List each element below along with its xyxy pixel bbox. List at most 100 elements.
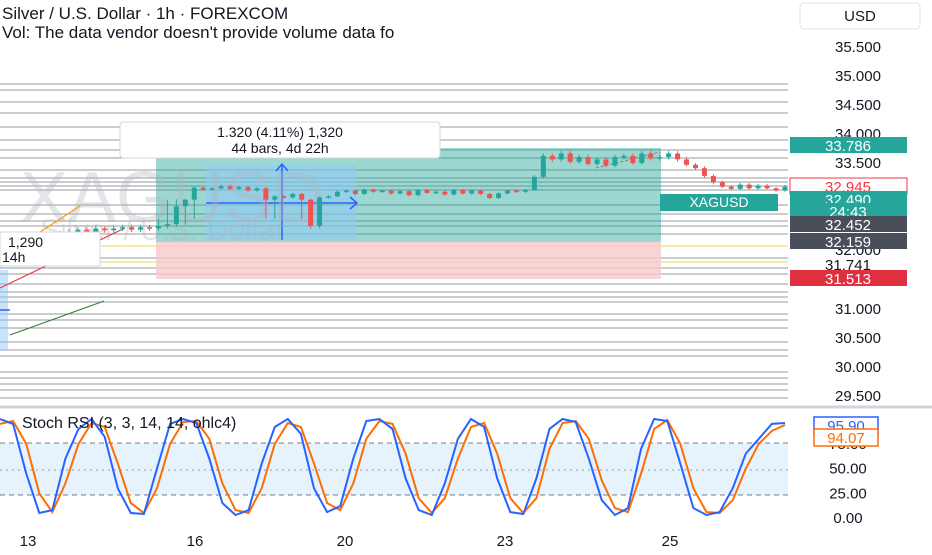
candle[interactable] xyxy=(424,188,430,194)
candle[interactable] xyxy=(397,190,403,195)
price-tick: 34.500 xyxy=(835,97,881,114)
candle[interactable] xyxy=(567,151,573,164)
candle[interactable] xyxy=(505,189,511,195)
price-tick: 33.500 xyxy=(835,155,881,172)
candle[interactable] xyxy=(120,224,126,231)
candle[interactable] xyxy=(773,187,779,192)
candle[interactable] xyxy=(254,187,260,192)
loss-zone[interactable] xyxy=(156,242,661,279)
currency-button[interactable] xyxy=(799,2,921,30)
candle[interactable] xyxy=(755,183,761,190)
stoch-tick: 50.00 xyxy=(829,461,867,478)
price-label-dark: 32.452 xyxy=(790,216,907,234)
measure-line2: 44 bars, 4d 22h xyxy=(231,140,328,156)
candle[interactable] xyxy=(621,153,627,160)
candle[interactable] xyxy=(415,188,421,197)
candle[interactable] xyxy=(540,153,546,179)
candle[interactable] xyxy=(147,224,153,231)
price-tick: 29.500 xyxy=(835,388,881,405)
candle[interactable] xyxy=(191,186,197,219)
candle[interactable] xyxy=(487,192,493,200)
candle[interactable] xyxy=(675,151,681,162)
candle[interactable] xyxy=(263,187,269,219)
candle[interactable] xyxy=(657,154,663,161)
candle[interactable] xyxy=(326,195,332,199)
candle[interactable] xyxy=(531,175,537,192)
candle[interactable] xyxy=(576,154,582,164)
candle[interactable] xyxy=(102,225,108,233)
candle[interactable] xyxy=(379,189,385,193)
stoch-band xyxy=(0,443,788,495)
candle[interactable] xyxy=(334,190,340,198)
candle[interactable] xyxy=(352,189,358,196)
candle[interactable] xyxy=(549,153,555,162)
candle[interactable] xyxy=(648,151,654,161)
candle[interactable] xyxy=(701,166,707,178)
candle[interactable] xyxy=(782,185,788,192)
price-tick: 35.500 xyxy=(835,39,881,56)
candle[interactable] xyxy=(513,189,519,193)
candle[interactable] xyxy=(281,195,287,199)
candle[interactable] xyxy=(719,180,725,188)
candle[interactable] xyxy=(737,182,743,190)
candle[interactable] xyxy=(343,189,349,193)
candle[interactable] xyxy=(478,189,484,196)
candle[interactable] xyxy=(406,190,412,197)
candle[interactable] xyxy=(764,183,770,190)
candle[interactable] xyxy=(245,185,251,192)
candle[interactable] xyxy=(692,163,698,170)
candle[interactable] xyxy=(442,190,448,196)
candle[interactable] xyxy=(684,157,690,167)
volume-note: Vol: The data vendor doesn't provide vol… xyxy=(2,23,394,42)
stoch-tick: 0.00 xyxy=(833,510,862,527)
candle[interactable] xyxy=(308,198,314,229)
candle[interactable] xyxy=(460,188,466,195)
candle[interactable] xyxy=(594,157,600,166)
symbol-tag-text: XAGUSD xyxy=(689,194,748,210)
candle[interactable] xyxy=(710,174,716,185)
candle[interactable] xyxy=(666,151,672,160)
candle[interactable] xyxy=(630,153,636,165)
candle[interactable] xyxy=(164,200,170,229)
candle[interactable] xyxy=(433,190,439,194)
trend-line-green[interactable] xyxy=(9,300,105,336)
candle[interactable] xyxy=(639,151,645,165)
candle[interactable] xyxy=(299,192,305,219)
svg-text:31.513: 31.513 xyxy=(825,271,871,288)
candle[interactable] xyxy=(746,182,752,190)
candle[interactable] xyxy=(469,189,475,195)
candle[interactable] xyxy=(236,185,242,190)
candle[interactable] xyxy=(522,188,528,193)
candle[interactable] xyxy=(138,224,144,233)
candle[interactable] xyxy=(388,189,394,195)
candle[interactable] xyxy=(200,186,206,191)
candle[interactable] xyxy=(129,224,135,233)
trend-line-orange[interactable] xyxy=(39,205,81,233)
candle[interactable] xyxy=(558,151,564,162)
candle[interactable] xyxy=(603,157,609,168)
candle[interactable] xyxy=(111,225,117,233)
candle[interactable] xyxy=(209,187,215,191)
candle[interactable] xyxy=(370,188,376,193)
candle[interactable] xyxy=(361,188,367,196)
candle[interactable] xyxy=(496,192,502,200)
time-axis-ticks: 13 16 20 23 25 xyxy=(20,533,679,550)
candle[interactable] xyxy=(317,196,323,229)
candle[interactable] xyxy=(290,192,296,199)
candle[interactable] xyxy=(728,185,734,190)
candle[interactable] xyxy=(585,154,591,166)
candle[interactable] xyxy=(155,218,161,231)
measure-label-box xyxy=(119,121,441,159)
candle[interactable] xyxy=(227,184,233,190)
svg-text:33.786: 33.786 xyxy=(825,138,871,155)
candle[interactable] xyxy=(612,154,618,168)
candle[interactable] xyxy=(451,188,457,196)
candle[interactable] xyxy=(182,198,188,225)
svg-text:32.159: 32.159 xyxy=(825,234,871,251)
stoch-title: Stoch RSI (3, 3, 14, 14, ohlc4) xyxy=(22,415,236,432)
candle[interactable] xyxy=(218,184,224,190)
candle[interactable] xyxy=(272,195,278,219)
candle[interactable] xyxy=(173,199,179,227)
price-tick: 30.500 xyxy=(835,330,881,347)
